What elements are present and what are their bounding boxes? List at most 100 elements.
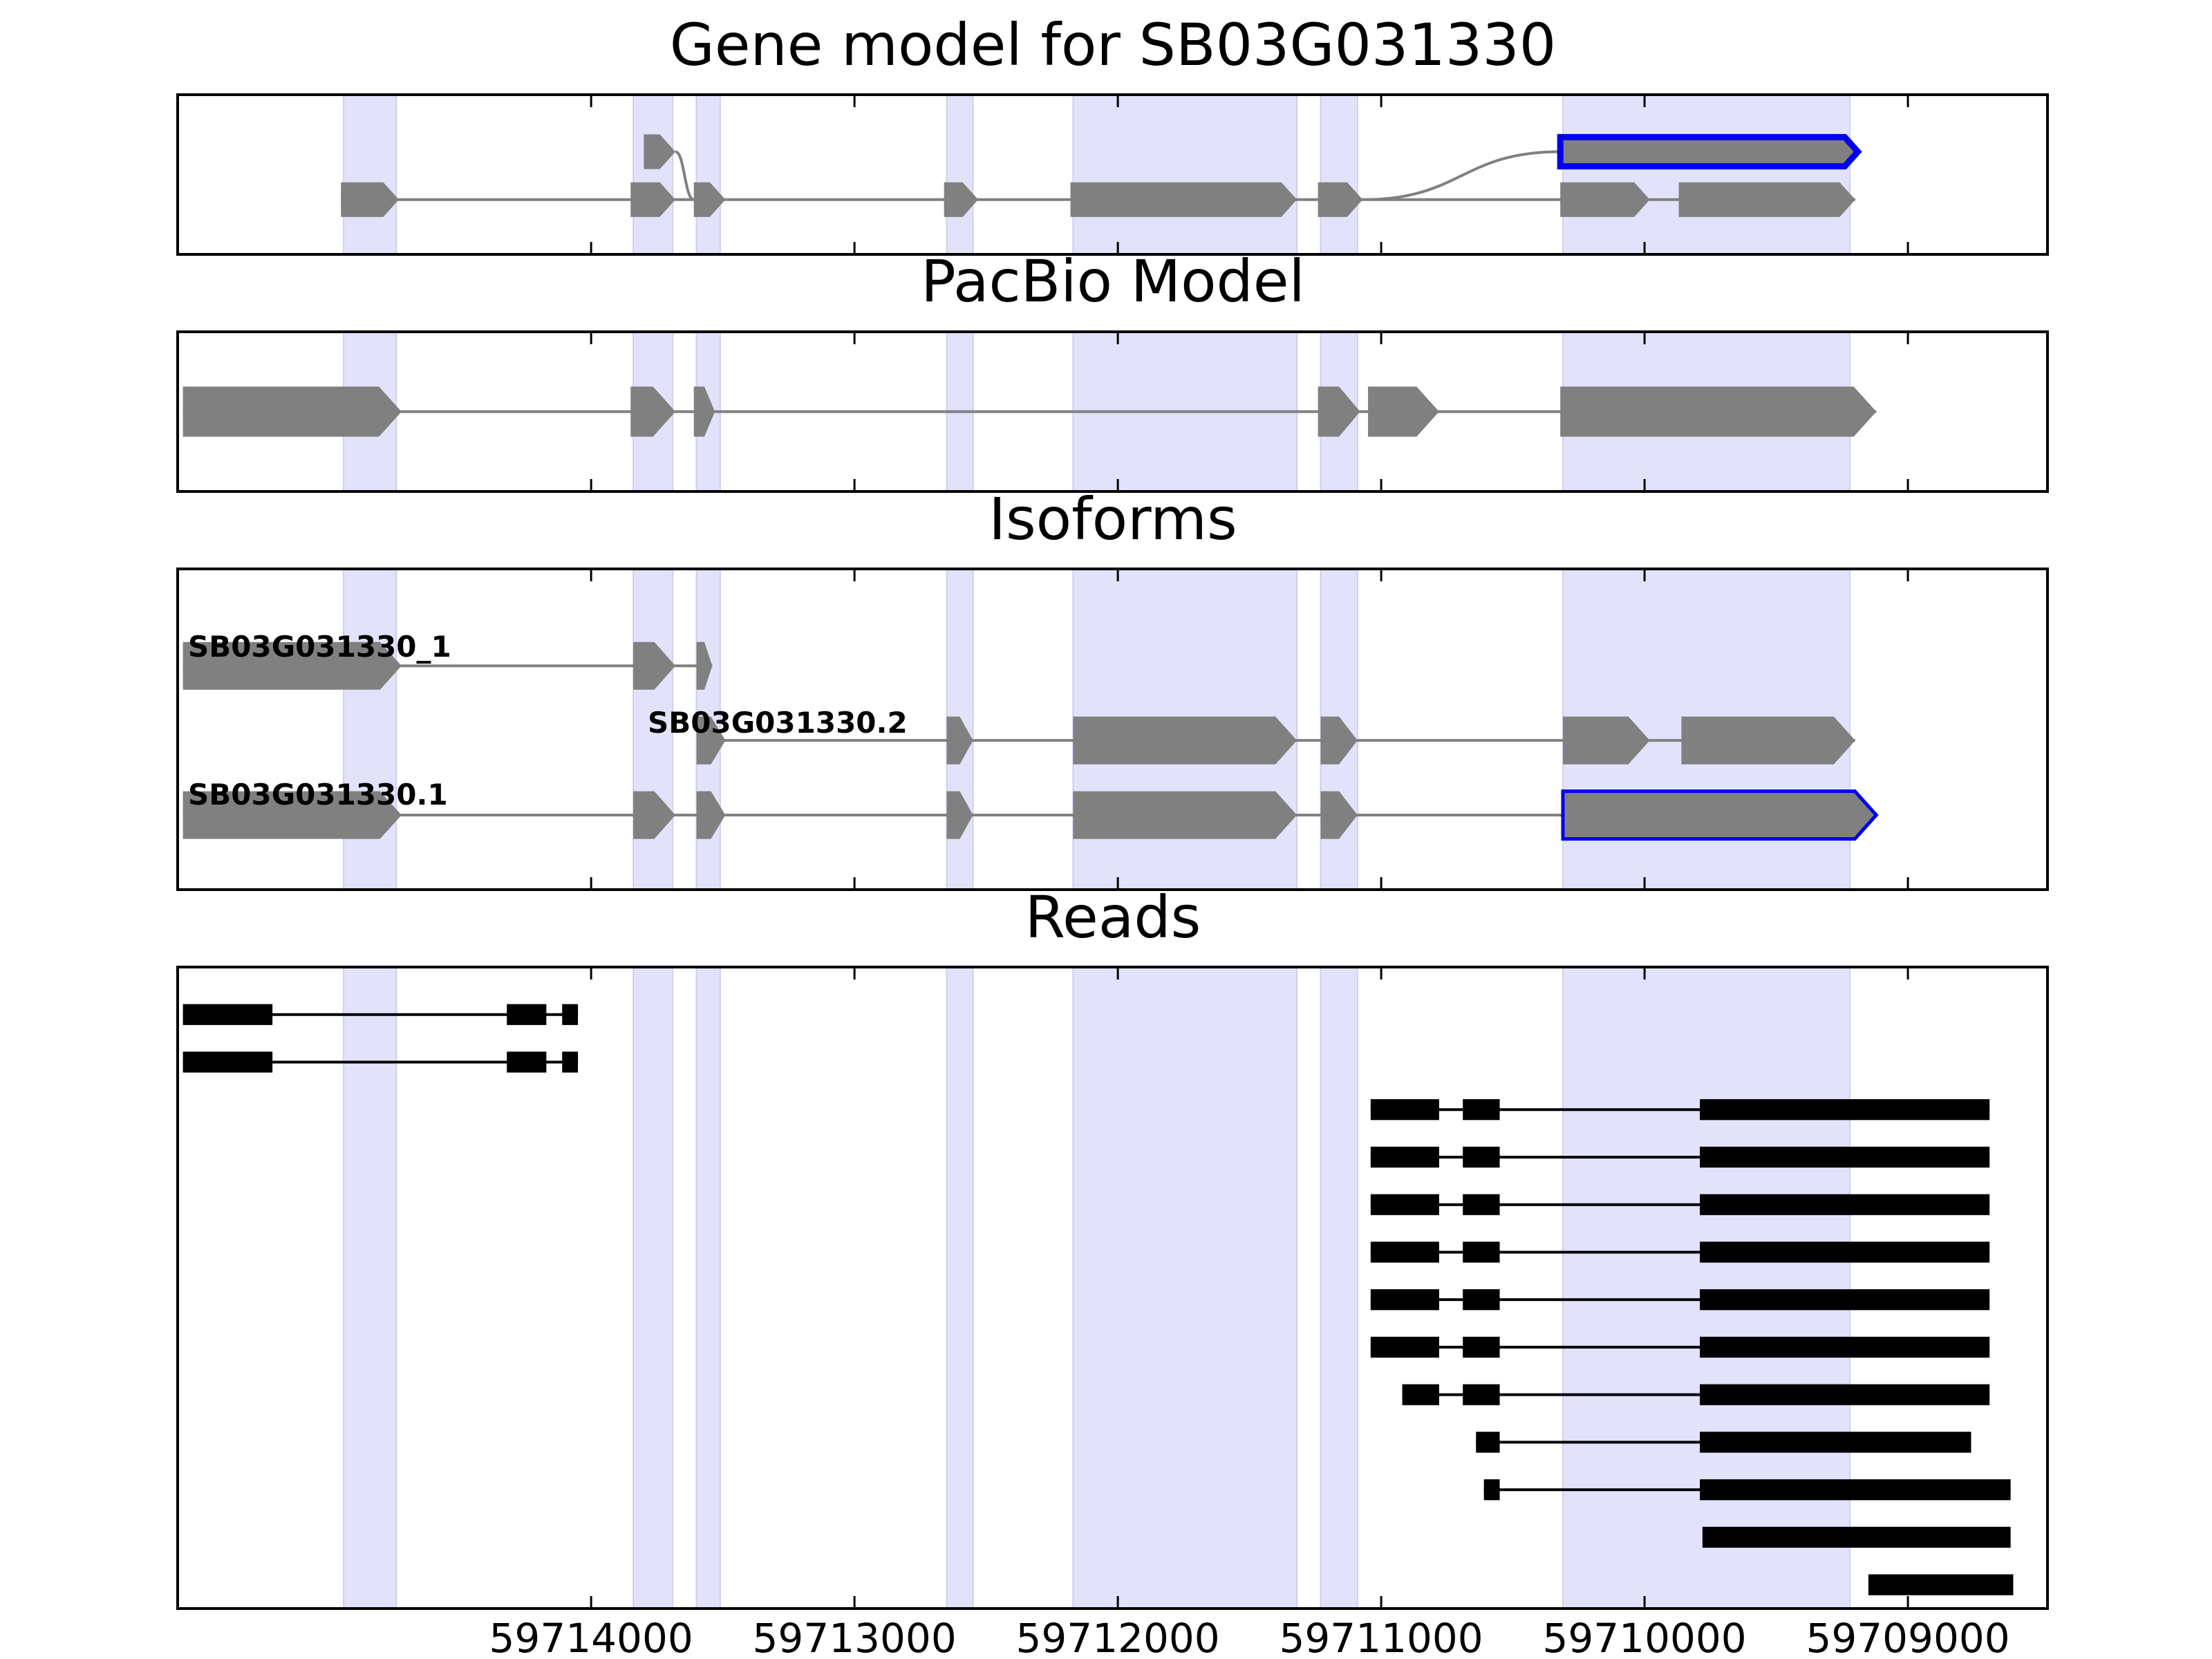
read-block — [507, 1004, 547, 1025]
panel-frame — [176, 330, 2049, 493]
panel-gene-model: Gene model for SB03G031330 — [176, 11, 2049, 256]
highlight-band — [343, 568, 397, 890]
exon — [696, 791, 726, 839]
read-block — [1700, 1241, 1990, 1263]
gene-model-track — [341, 133, 1862, 217]
x-tick-label: 59709000 — [1806, 1615, 2009, 1659]
isoform-label: SB03G031330.2 — [648, 706, 908, 740]
exon — [1070, 182, 1297, 217]
panel-frame — [176, 568, 2049, 891]
read-block — [507, 1051, 547, 1073]
highlight-bands — [343, 966, 1851, 1609]
read-block — [1700, 1336, 1990, 1358]
highlight-band — [1072, 94, 1298, 255]
exon — [1320, 716, 1358, 765]
exon — [946, 791, 973, 839]
exon — [1560, 386, 1877, 437]
read-block — [1702, 1526, 2011, 1548]
read-block — [1370, 1146, 1439, 1168]
read-block — [1700, 1432, 1971, 1453]
x-tick-label: 59710000 — [1542, 1615, 1746, 1659]
x-tick-label: 59712000 — [1016, 1615, 1220, 1659]
panel-isoforms: Isoforms SB03G031330_1 SB03G031330.2 SB0… — [176, 485, 2049, 891]
panel-title-gene-model: Gene model for SB03G031330 — [670, 11, 1556, 79]
panel-frame — [176, 966, 2049, 1610]
highlight-band — [1320, 94, 1358, 255]
exon — [644, 134, 676, 169]
exon — [1562, 716, 1650, 765]
exon — [696, 641, 713, 690]
highlight-band — [1072, 966, 1298, 1609]
exon — [182, 791, 402, 839]
read-block — [1700, 1384, 1990, 1405]
read-block — [1370, 1099, 1439, 1121]
selected-exon — [1557, 133, 1862, 170]
read-block — [1463, 1241, 1500, 1263]
read-block — [1463, 1194, 1500, 1215]
exon — [944, 182, 979, 217]
read-block — [1463, 1384, 1500, 1405]
highlight-band — [946, 94, 974, 255]
read-block — [1463, 1099, 1500, 1121]
exon — [633, 791, 676, 839]
highlight-band — [343, 94, 397, 255]
read-block — [1700, 1479, 2011, 1501]
highlight-band — [632, 94, 674, 255]
highlight-band — [1562, 966, 1851, 1609]
x-ticks — [590, 95, 1909, 254]
highlight-band — [1320, 966, 1358, 1609]
exon — [630, 386, 676, 437]
isoform-label: SB03G031330.1 — [188, 778, 448, 812]
exon — [1318, 386, 1360, 437]
exon — [630, 182, 676, 217]
panel-title-isoforms: Isoforms — [988, 485, 1237, 553]
model-connector — [1362, 150, 1561, 201]
exon — [633, 641, 676, 690]
exon — [1681, 716, 1855, 765]
model-connector — [675, 150, 695, 201]
x-ticks — [590, 569, 1909, 890]
read-block — [1700, 1194, 1990, 1215]
panel-frame — [176, 93, 2049, 256]
exon — [693, 182, 726, 217]
x-tick-label: 59714000 — [489, 1615, 693, 1659]
read-block — [1868, 1574, 2014, 1595]
exon — [182, 641, 402, 690]
read-block — [1700, 1146, 1990, 1168]
selected-exon — [1561, 789, 1879, 841]
highlight-bands — [343, 94, 1851, 255]
highlight-band — [1562, 94, 1851, 255]
read-block — [1463, 1146, 1500, 1168]
exon — [182, 386, 402, 437]
panel-reads: Reads 59714000 59713000 59712000 59711000 59… — [176, 883, 2049, 1659]
read-block — [1483, 1479, 1500, 1501]
panel-pacbio-model: PacBio Model — [176, 247, 2049, 493]
exon — [946, 716, 973, 765]
highlight-band — [695, 966, 721, 1609]
exon — [1678, 182, 1855, 217]
panel-title-pacbio-model: PacBio Model — [921, 247, 1305, 315]
exon — [696, 716, 726, 765]
read-block — [1700, 1289, 1990, 1311]
read-block — [1476, 1432, 1500, 1453]
reads-track — [182, 1004, 2014, 1595]
isoform-label: SB03G031330_1 — [188, 630, 451, 664]
isoforms-track — [182, 641, 1879, 841]
x-tick-label: 59711000 — [1279, 1615, 1483, 1659]
x-ticks — [590, 332, 1909, 491]
x-tick-label: 59713000 — [753, 1615, 957, 1659]
read-block — [1402, 1384, 1439, 1405]
exon — [1560, 182, 1650, 217]
read-block — [1370, 1289, 1439, 1311]
exon — [1073, 791, 1297, 839]
read-block — [562, 1004, 579, 1025]
exon — [341, 182, 400, 217]
exon — [1073, 716, 1297, 765]
read-block — [1370, 1241, 1439, 1263]
read-block — [562, 1051, 579, 1073]
highlight-band — [632, 966, 674, 1609]
read-block — [1370, 1336, 1439, 1358]
exon — [693, 386, 715, 437]
read-block — [1463, 1336, 1500, 1358]
